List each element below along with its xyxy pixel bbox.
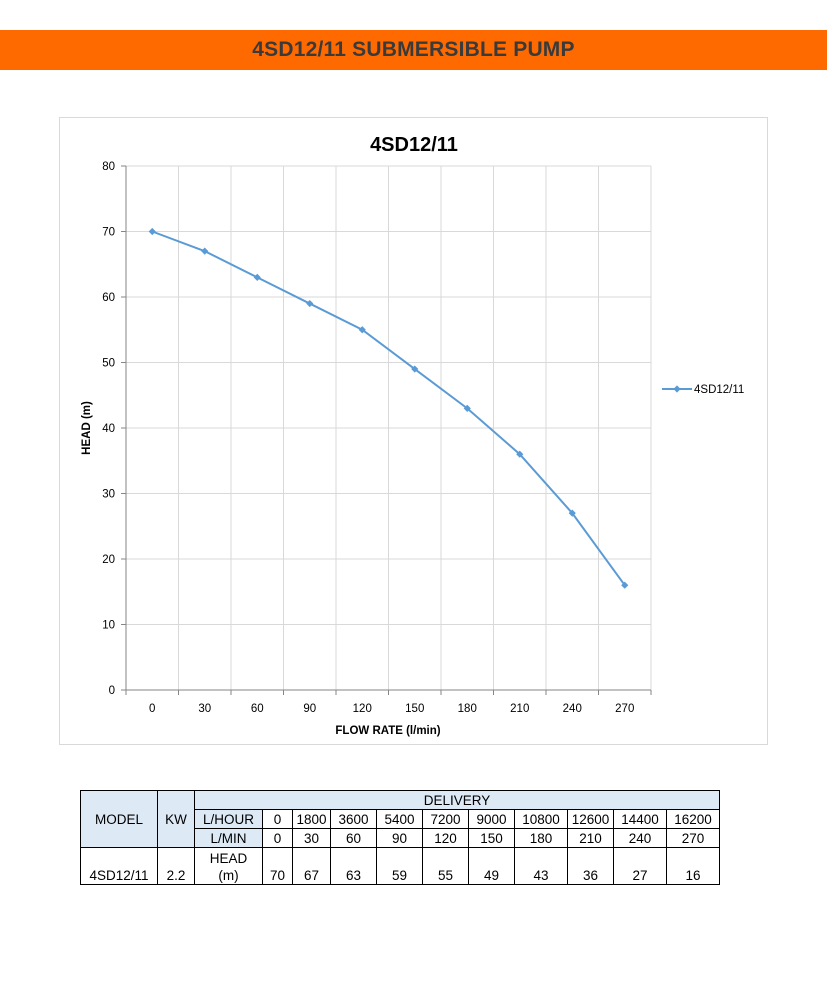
lmin-row: L/MIN 0 30 60 90 120 150 180 210 240 270 (81, 828, 720, 848)
legend-marker (673, 385, 681, 393)
data-point (253, 273, 261, 281)
kw-header: KW (157, 790, 195, 848)
data-point (358, 326, 366, 334)
y-axis-label: HEAD (m) (81, 401, 93, 455)
lmin-cell: 180 (514, 828, 568, 848)
kw-cell: 2.2 (157, 847, 195, 885)
head-flow-chart: 4SD12/11 0 10 20 30 40 50 60 70 80 0 30 60 90 120 150 1… (81, 134, 744, 737)
data-point (568, 509, 576, 517)
head-label-cell: HEAD (m) (194, 847, 263, 885)
data-point (411, 365, 419, 373)
page-title: 4SD12/11 SUBMERSIBLE PUMP (252, 38, 575, 61)
x-tick-label: 60 (251, 703, 264, 715)
x-tick-label: 210 (510, 703, 529, 715)
head-cell: 55 (422, 847, 469, 885)
y-tick-label: 80 (102, 161, 115, 173)
lhour-cell: 3600 (330, 809, 377, 829)
data-point (201, 247, 209, 255)
performance-table: MODEL KW DELIVERY L/HOUR 0 1800 3600 5400 72… (80, 790, 720, 885)
x-tick-label: 150 (405, 703, 424, 715)
head-cell: 49 (468, 847, 515, 885)
lhour-cell: 0 (262, 809, 293, 829)
lmin-cell: 0 (262, 828, 293, 848)
title-banner: 4SD12/11 SUBMERSIBLE PUMP (0, 30, 827, 70)
head-cell: 59 (376, 847, 423, 885)
delivery-header: DELIVERY (194, 790, 720, 810)
x-tick-label: 120 (353, 703, 372, 715)
data-point (516, 450, 524, 458)
lmin-cell: 150 (468, 828, 515, 848)
head-cell: 63 (330, 847, 377, 885)
chart-legend: 4SD12/11 (662, 384, 744, 396)
lmin-cell: 30 (292, 828, 331, 848)
y-tick-label: 30 (102, 489, 115, 501)
lmin-cell: 90 (376, 828, 423, 848)
head-unit: (m) (218, 868, 239, 883)
y-tick-label: 0 (109, 685, 115, 697)
lhour-cell: 10800 (514, 809, 568, 829)
data-point (463, 404, 471, 412)
x-tick-label: 90 (303, 703, 316, 715)
lhour-cell: 7200 (422, 809, 469, 829)
lmin-label: L/MIN (194, 828, 263, 848)
model-cell: 4SD12/11 (80, 847, 158, 885)
y-tick-label: 60 (102, 292, 115, 304)
x-tick-label: 270 (615, 703, 634, 715)
series-line (151, 230, 626, 586)
lhour-cell: 9000 (468, 809, 515, 829)
table-row: 4SD12/11 2.2 HEAD (m) 70 67 63 59 55 49 43 36 27… (80, 847, 720, 885)
x-tick-label: 30 (198, 703, 211, 715)
lmin-cell: 240 (613, 828, 667, 848)
lmin-cell: 60 (330, 828, 377, 848)
x-tick-label: 180 (458, 703, 477, 715)
model-header: MODEL (80, 790, 158, 848)
y-tick-label: 70 (102, 227, 115, 239)
y-tick-label: 20 (102, 554, 115, 566)
head-cell: 16 (666, 847, 720, 885)
head-cell: 43 (514, 847, 568, 885)
lmin-cell: 120 (422, 828, 469, 848)
lhour-cell: 16200 (666, 809, 720, 829)
lhour-cell: 5400 (376, 809, 423, 829)
head-cell: 27 (613, 847, 667, 885)
lmin-cell: 210 (567, 828, 614, 848)
x-tick-label: 0 (149, 703, 155, 715)
lhour-cell: 1800 (292, 809, 331, 829)
data-point (148, 227, 156, 236)
legend-label: 4SD12/11 (694, 384, 744, 396)
chart-title: 4SD12/11 (370, 134, 458, 156)
head-cell: 70 (262, 847, 293, 885)
lhour-row: L/HOUR 0 1800 3600 5400 7200 9000 10800 12600 14… (81, 809, 720, 829)
lhour-cell: 12600 (567, 809, 614, 829)
y-tick-label: 40 (102, 423, 115, 435)
x-axis-label: FLOW RATE (l/min) (335, 725, 440, 737)
lhour-cell: 14400 (613, 809, 667, 829)
lhour-label: L/HOUR (194, 809, 263, 829)
head-cell: 36 (567, 847, 614, 885)
head-label: HEAD (209, 851, 248, 866)
data-point (306, 299, 314, 308)
x-tick-label: 240 (563, 703, 582, 715)
data-point (621, 581, 629, 589)
lmin-cell: 270 (666, 828, 720, 848)
y-tick-label: 10 (102, 620, 115, 632)
y-tick-label: 50 (102, 358, 115, 370)
head-cell: 67 (292, 847, 331, 885)
chart-container: 4SD12/11 0 10 20 30 40 50 60 70 80 0 30 60 90 120 150 1… (59, 117, 768, 745)
